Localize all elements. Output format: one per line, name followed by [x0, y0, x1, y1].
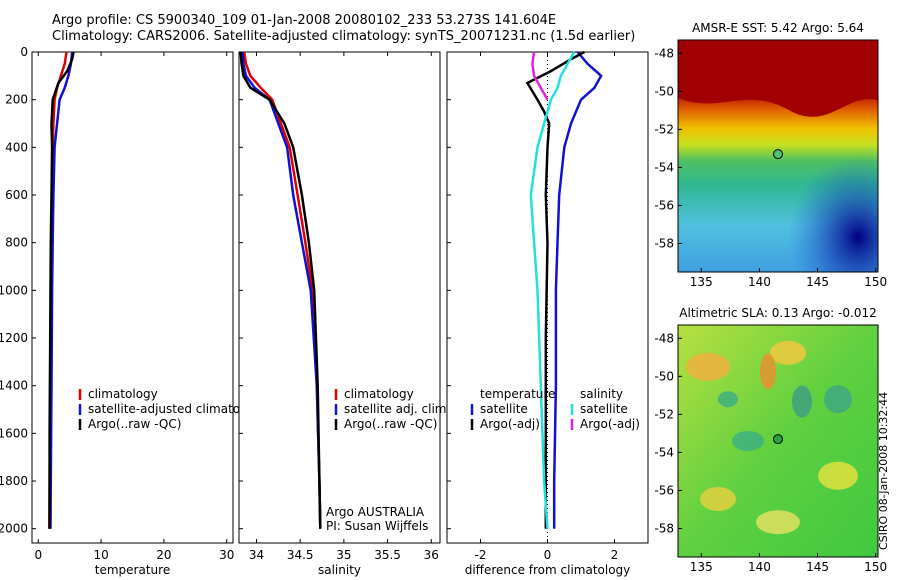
map-xtick-label-3-2: 145: [806, 275, 829, 289]
map-frame-4: [677, 324, 879, 558]
ytick-label-0-6: 1200: [0, 331, 28, 345]
legend-label-2-2: Argo(-adj): [480, 417, 540, 431]
xtick-label-2-1: 0: [544, 548, 552, 562]
xtick-label-1-2: 35: [336, 548, 351, 562]
ytick-label-0-10: 2000: [0, 522, 28, 536]
map-ytick-label-4-1: -50: [654, 369, 674, 383]
sla-anomaly-8: [756, 510, 800, 535]
xtick-label-0-0: 0: [34, 548, 42, 562]
xlabel-0: temperature: [95, 563, 170, 577]
xtick-label-0-2: 20: [156, 548, 171, 562]
map-ytick-label-3-4: -56: [654, 198, 674, 212]
annotation-1: PI: Susan Wijffels: [326, 519, 428, 533]
map-ytick-label-4-2: -52: [654, 407, 674, 421]
sla-anomaly-7: [700, 487, 736, 511]
ytick-label-0-1: 200: [5, 93, 28, 107]
legend-label-0-0: climatology: [88, 387, 158, 401]
sla-anomaly-1: [770, 340, 806, 365]
map-xtick-label-4-0: 135: [690, 560, 713, 574]
xtick-label-0-1: 10: [93, 548, 108, 562]
series-line-2-2: [529, 51, 576, 529]
map-title-3: AMSR-E SST: 5.42 Argo: 5.64: [692, 21, 864, 35]
legend-label-2-1: satellite: [480, 402, 528, 416]
ytick-label-0-7: 1400: [0, 379, 28, 393]
map-ytick-label-3-1: -50: [654, 84, 674, 98]
plot-frame-0: [31, 51, 234, 544]
xtick-label-0-3: 30: [219, 548, 234, 562]
xtick-label-1-1: 34.5: [287, 548, 314, 562]
map-xtick-label-4-2: 145: [806, 560, 829, 574]
map-ytick-label-4-3: -54: [654, 445, 674, 459]
climatology-title: Climatology: CARS2006. Satellite-adjuste…: [52, 29, 636, 44]
map-ytick-label-3-3: -54: [654, 160, 674, 174]
legend-label-1-2: Argo(..raw -QC): [344, 417, 437, 431]
legend-label-1-0: climatology: [344, 387, 414, 401]
legend-label-2-4: satellite: [580, 402, 628, 416]
map-xtick-label-3-3: 150: [864, 275, 887, 289]
xlabel-2: difference from climatology: [465, 563, 631, 577]
plot-frame-1: [238, 51, 441, 544]
legend-label-0-2: Argo(..raw -QC): [88, 417, 181, 431]
ytick-label-0-4: 800: [5, 236, 28, 250]
xtick-label-1-3: 35.5: [374, 548, 401, 562]
series-line-2-1: [525, 50, 585, 529]
map-ytick-label-4-5: -58: [654, 521, 674, 535]
legend-label-2-5: Argo(-adj): [580, 417, 640, 431]
sla-anomaly-6: [818, 461, 858, 490]
series-line-0-2: [48, 51, 75, 529]
xtick-label-1-4: 36: [424, 548, 439, 562]
ytick-label-0-0: 0: [20, 45, 28, 59]
sla-anomaly-0: [686, 352, 730, 381]
series-line-2-3: [531, 51, 549, 101]
xtick-label-2-2: 2: [611, 548, 619, 562]
map-xtick-label-3-1: 140: [748, 275, 771, 289]
series-line-0-1: [49, 51, 74, 529]
map-xtick-label-4-1: 140: [748, 560, 771, 574]
sla-anomaly-2: [732, 431, 764, 451]
legend-label-2-0: temperature: [480, 387, 555, 401]
legend-label-1-1: satellite adj. clim.: [344, 402, 450, 416]
argo-position-marker-4: [773, 434, 783, 445]
profile-title: Argo profile: CS 5900340_109 01-Jan-2008…: [52, 13, 557, 28]
sla-anomaly-4: [824, 385, 852, 414]
ytick-label-0-3: 600: [5, 188, 28, 202]
annotation-0: Argo AUSTRALIA: [326, 505, 425, 519]
ytick-label-0-2: 400: [5, 140, 28, 154]
map-frame-3: [677, 39, 879, 273]
xlabel-1: salinity: [318, 563, 361, 577]
ytick-label-0-9: 1800: [0, 474, 28, 488]
map-ytick-label-3-2: -52: [654, 122, 674, 136]
sla-anomaly-3: [792, 385, 812, 418]
map-ytick-label-4-4: -56: [654, 483, 674, 497]
legend-label-0-1: satellite-adjusted climatology: [88, 402, 266, 416]
ytick-label-0-8: 1600: [0, 426, 28, 440]
series-line-2-0: [552, 51, 603, 529]
xtick-label-1-0: 34: [249, 548, 264, 562]
map-xtick-label-3-0: 135: [690, 275, 713, 289]
argo-position-marker-3: [773, 149, 783, 160]
map-xtick-label-4-3: 150: [864, 560, 887, 574]
legend-label-2-3: salinity: [580, 387, 623, 401]
map-ytick-label-4-0: -48: [654, 331, 674, 345]
series-line-1-2: [239, 51, 322, 529]
xtick-label-2-0: -2: [475, 548, 487, 562]
sla-anomaly-9: [760, 353, 776, 390]
ytick-label-0-5: 1000: [0, 283, 28, 297]
sla-anomaly-5: [718, 391, 738, 408]
map-title-4: Altimetric SLA: 0.13 Argo: -0.012: [679, 306, 876, 320]
map-ytick-label-3-0: -48: [654, 46, 674, 60]
map-ytick-label-3-5: -58: [654, 236, 674, 250]
